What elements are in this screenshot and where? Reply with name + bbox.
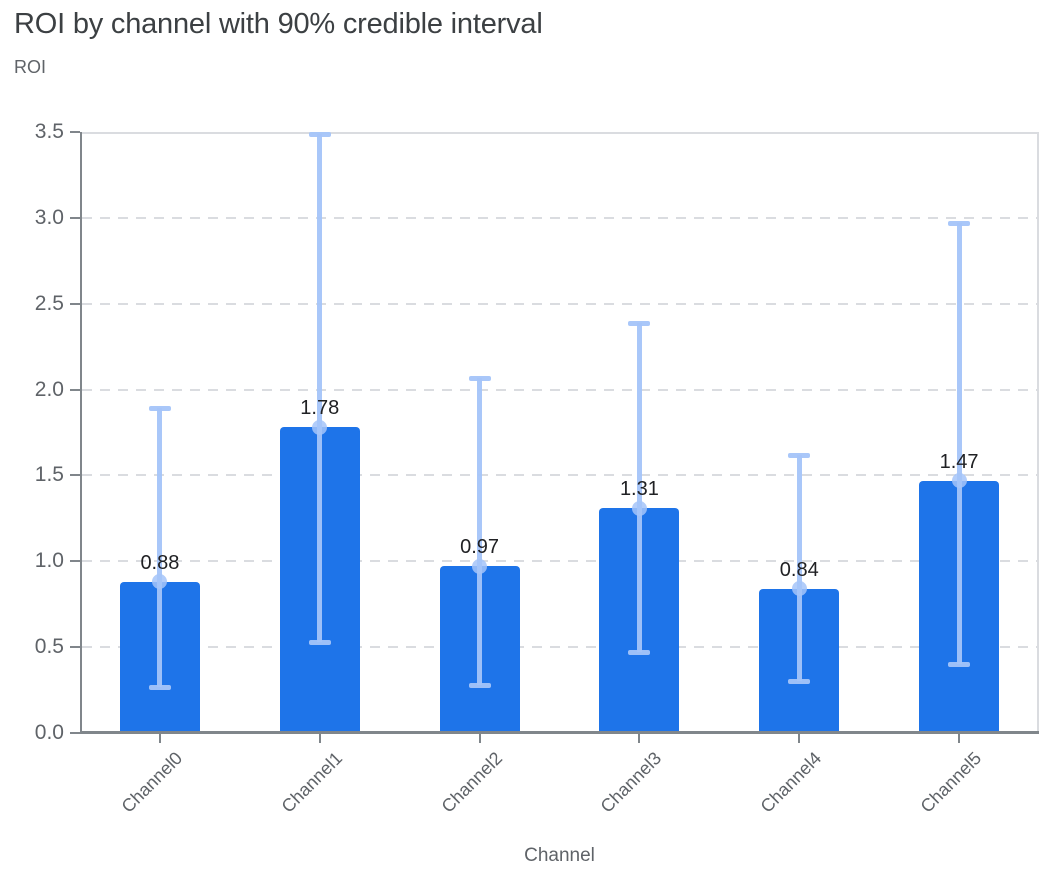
x-axis-tick-channel5 (958, 734, 961, 743)
x-tick-label-channel0: Channel0 (117, 748, 187, 817)
error-bar-lower-cap-channel1 (308, 639, 331, 645)
error-bar-channel3 (636, 322, 642, 653)
plot-area: 0.88 1.78 0.97 1.31 0.84 1.47 (70, 131, 1039, 743)
gridline-2.0 (82, 388, 1037, 391)
y-axis-tick-2.5 (70, 302, 80, 305)
error-bar-upper-cap-channel1 (308, 131, 331, 137)
mean-marker-channel3 (631, 500, 647, 516)
x-axis-tick-channel3 (638, 734, 641, 743)
bar-value-label-channel1: 1.78 (300, 397, 340, 420)
error-bar-channel2 (477, 377, 483, 685)
error-bar-upper-cap-channel3 (628, 320, 651, 326)
gridline-0.5 (82, 646, 1037, 649)
x-tick-label-channel2: Channel2 (437, 748, 506, 817)
mean-marker-channel4 (791, 581, 807, 597)
y-axis-tick-0.0 (70, 732, 80, 734)
x-axis-line (80, 731, 1039, 734)
y-axis-tick-2.0 (70, 388, 80, 391)
error-bar-upper-cap-channel0 (148, 406, 171, 412)
error-bar-lower-cap-channel0 (148, 684, 171, 690)
y-tick-label-2.5: 2.5 (34, 291, 64, 315)
mean-marker-channel1 (312, 419, 328, 435)
x-axis-tick-channel4 (798, 734, 801, 743)
y-axis-title: ROI (14, 57, 47, 77)
bar-value-label-channel4: 0.84 (779, 558, 819, 581)
error-bar-channel4 (796, 454, 802, 682)
x-axis-tick-channel1 (318, 734, 321, 743)
y-axis-tick-1.0 (70, 560, 80, 563)
error-bar-channel1 (317, 133, 323, 642)
y-tick-label-0.0: 0.0 (34, 721, 64, 744)
y-tick-label-2.0: 2.0 (34, 377, 64, 401)
plot-right-border (1037, 132, 1039, 733)
x-tick-label-channel1: Channel1 (277, 748, 346, 817)
mean-marker-channel5 (951, 473, 967, 489)
gridline-1.5 (82, 474, 1037, 477)
x-axis-tick-channel0 (158, 734, 161, 743)
error-bar-upper-cap-channel4 (788, 452, 811, 458)
error-bar-lower-cap-channel2 (468, 682, 491, 688)
bar-value-label-channel0: 0.88 (140, 551, 180, 574)
error-bar-lower-cap-channel4 (788, 679, 811, 685)
bar-value-label-channel2: 0.97 (460, 536, 500, 559)
x-axis-tick-channel2 (478, 734, 481, 743)
x-tick-label-channel5: Channel5 (916, 748, 986, 817)
y-axis-tick-3.0 (70, 216, 80, 219)
error-bar-upper-cap-channel5 (948, 221, 971, 226)
error-bar-channel5 (956, 223, 962, 665)
x-tick-label-channel4: Channel4 (756, 748, 826, 817)
y-tick-label-3.5: 3.5 (34, 120, 64, 143)
x-axis-title: Channel (524, 845, 595, 866)
mean-marker-channel2 (472, 558, 488, 574)
y-axis-line (80, 132, 82, 733)
error-bar-channel0 (157, 408, 163, 687)
error-bar-lower-cap-channel3 (628, 650, 651, 656)
plot-top-border (80, 132, 1039, 134)
gridline-1.0 (82, 560, 1037, 563)
mean-marker-channel0 (152, 574, 168, 590)
y-tick-label-0.5: 0.5 (34, 635, 64, 659)
x-tick-label-channel3: Channel3 (596, 748, 666, 817)
bar-value-label-channel5: 1.47 (939, 450, 979, 473)
chart-title: ROI by channel with 90% credible interva… (14, 8, 543, 40)
y-tick-label-1.5: 1.5 (34, 463, 64, 487)
error-bar-lower-cap-channel5 (948, 662, 971, 668)
error-bar-upper-cap-channel2 (468, 375, 491, 381)
y-tick-label-1.0: 1.0 (34, 549, 64, 573)
y-axis-tick-1.5 (70, 474, 80, 477)
gridline-2.5 (82, 302, 1037, 305)
bar-value-label-channel3: 1.31 (619, 478, 659, 501)
gridline-3.0 (82, 216, 1037, 219)
y-tick-label-3.0: 3.0 (34, 205, 64, 229)
y-axis-tick-3.5 (70, 131, 80, 133)
y-axis-tick-0.5 (70, 646, 80, 649)
